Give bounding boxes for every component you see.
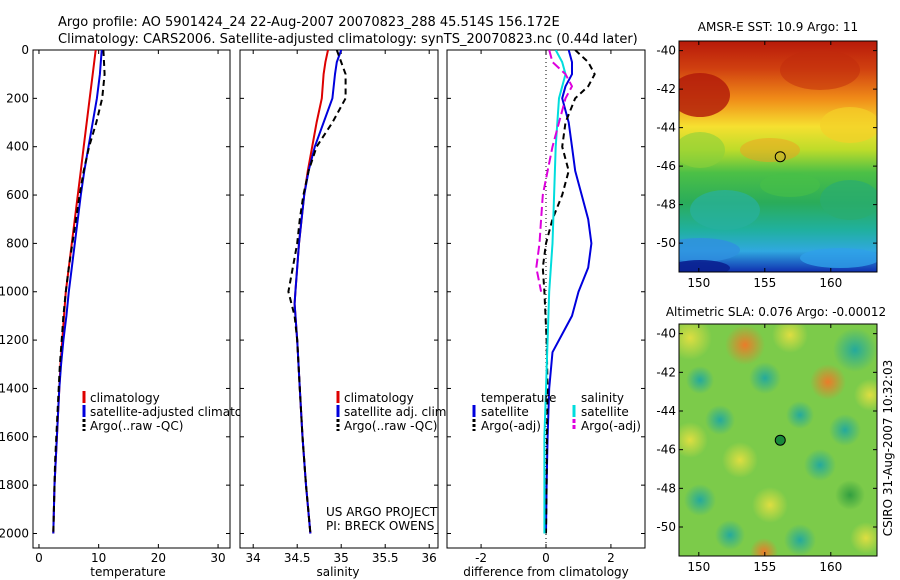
- project-pi: PI: BRECK OWENS: [326, 519, 434, 533]
- x-tick-label: 20: [151, 551, 166, 565]
- header-subtitle: Climatology: CARS2006. Satellite-adjuste…: [58, 32, 638, 47]
- legend-title-salinity: salinity: [581, 391, 624, 405]
- y-tick-label: 1000: [0, 285, 29, 299]
- x-tick-label: 0: [35, 551, 43, 565]
- x-tick-label: 2: [607, 551, 615, 565]
- map-y-tick-label: -50: [656, 520, 676, 534]
- header-title: Argo profile: AO 5901424_24 22-Aug-2007 …: [58, 15, 560, 30]
- salinity-panel: 34 34.5 35 35.5 36 salinity climatology sate…: [239, 49, 450, 579]
- map-y-tick-label: -48: [656, 481, 676, 495]
- map-y-tick-label: -44: [656, 404, 676, 418]
- map-y-tick-label: -48: [656, 198, 676, 212]
- map-y-tick-label: -46: [656, 443, 676, 457]
- sst-map-title: AMSR-E SST: 10.9 Argo: 11: [698, 20, 858, 34]
- y-tick-label: 2000: [0, 526, 29, 540]
- sst-map-panel: AMSR-E SST: 10.9 Argo: 11 150 155 160 -40 -4…: [656, 20, 878, 290]
- y-tick-label: 1200: [0, 333, 29, 347]
- x-tick-label: 10: [91, 551, 106, 565]
- x-tick-label: 30: [210, 551, 225, 565]
- difference-axis-ticks: -2 0 2: [447, 49, 645, 565]
- sla-map-frame: [678, 323, 878, 557]
- legend-title-temperature: temperature: [481, 391, 556, 405]
- y-tick-label: 400: [6, 140, 29, 154]
- difference-legend-salinity: salinity satellite Argo(-adj): [572, 391, 641, 433]
- y-tick-label: 1800: [0, 478, 29, 492]
- x-tick-label: 34.5: [284, 551, 311, 565]
- legend-label-sal-argo: Argo(-adj): [581, 419, 641, 433]
- legend-label-climatology: climatology: [90, 391, 160, 405]
- salinity-series: [287, 50, 347, 534]
- x-tick-label: 35: [334, 551, 349, 565]
- temperature-panel: 0 10 20 30 0 200 400 600 800 1000 1200 1400 1600 1800…: [0, 43, 268, 579]
- map-x-tick-label: 150: [687, 276, 710, 290]
- legend-label-satellite: satellite-adjusted climatology: [90, 405, 268, 419]
- legend-label-argo: Argo(..raw -QC): [344, 419, 437, 433]
- legend-label-argo: Argo(..raw -QC): [90, 419, 183, 433]
- salinity-legend: climatology satellite adj. clim. Argo(..…: [336, 391, 450, 433]
- map-x-tick-label: 155: [753, 560, 776, 574]
- map-x-tick-label: 155: [753, 276, 776, 290]
- x-tick-label: 36: [422, 551, 437, 565]
- temperature-axis-ticks: 0 10 20 30 0 200 400 600 800 1000 1200 1400 1600 1800…: [0, 43, 230, 565]
- project-name: US ARGO PROJECT: [326, 505, 438, 519]
- map-x-tick-label: 160: [819, 276, 842, 290]
- map-y-tick-label: -40: [656, 327, 676, 341]
- series-line-satellite-adjusted-climatology: [52, 50, 103, 534]
- sla-map-panel: Altimetric SLA: 0.076 Argo: -0.00012: [656, 305, 886, 574]
- difference-legend-temperature: temperature satellite Argo(-adj): [472, 391, 556, 433]
- y-tick-label: 1400: [0, 381, 29, 395]
- temperature-legend: climatology satellite-adjusted climatolo…: [82, 391, 268, 433]
- x-tick-label: 0: [542, 551, 550, 565]
- sla-map-axis-ticks: 150 155 160 -40 -42 -44 -46 -48 -50: [656, 324, 877, 574]
- series-line-salinity-argo-adj: [535, 50, 573, 292]
- map-y-tick-label: -44: [656, 121, 676, 135]
- difference-xlabel: difference from climatology: [463, 565, 629, 579]
- timestamp-label: CSIRO 31-Aug-2007 10:32:03: [881, 360, 895, 536]
- sst-map-image: [679, 41, 877, 272]
- y-tick-label: 800: [6, 236, 29, 250]
- map-y-tick-label: -42: [656, 365, 676, 379]
- series-line-temperature-argo-adj: [541, 50, 596, 534]
- series-line-argo-raw-qc: [52, 50, 106, 534]
- sla-map-title: Altimetric SLA: 0.076 Argo: -0.00012: [666, 305, 886, 319]
- map-y-tick-label: -46: [656, 159, 676, 173]
- x-tick-label: -2: [475, 551, 487, 565]
- difference-panel: -2 0 2 difference from climatology tempera…: [446, 49, 646, 579]
- sst-map-axis-ticks: 150 155 160 -40 -42 -44 -46 -48 -50: [656, 41, 877, 290]
- sst-map-frame: [678, 40, 878, 273]
- temperature-series: [52, 50, 106, 534]
- y-tick-label: 0: [21, 43, 29, 57]
- y-tick-label: 1600: [0, 430, 29, 444]
- salinity-axis-ticks: 34 34.5 35 35.5 36: [240, 49, 438, 565]
- y-tick-label: 200: [6, 91, 29, 105]
- legend-label-temp-argo: Argo(-adj): [481, 419, 541, 433]
- map-x-tick-label: 160: [819, 560, 842, 574]
- map-y-tick-label: -50: [656, 236, 676, 250]
- temperature-xlabel: temperature: [90, 565, 165, 579]
- sst-argo-location-marker: [774, 151, 786, 163]
- legend-label-sal-satellite: satellite: [581, 405, 629, 419]
- legend-label-climatology: climatology: [344, 391, 414, 405]
- x-tick-label: 35.5: [372, 551, 399, 565]
- salinity-xlabel: salinity: [316, 565, 359, 579]
- map-x-tick-label: 150: [687, 560, 710, 574]
- legend-label-temp-satellite: satellite: [481, 405, 529, 419]
- x-tick-label: 34: [246, 551, 261, 565]
- sla-map-image: [679, 324, 877, 556]
- sla-argo-location-marker: [774, 434, 786, 446]
- series-line-argo-raw-qc: [287, 50, 347, 534]
- legend-label-satellite: satellite adj. clim.: [344, 405, 450, 419]
- difference-series: [535, 50, 596, 548]
- series-line-temperature-satellite: [545, 50, 593, 534]
- temperature-plot-area: [32, 49, 231, 549]
- map-y-tick-label: -42: [656, 82, 676, 96]
- y-tick-label: 600: [6, 188, 29, 202]
- map-y-tick-label: -40: [656, 44, 676, 58]
- salinity-plot-area: [239, 49, 439, 549]
